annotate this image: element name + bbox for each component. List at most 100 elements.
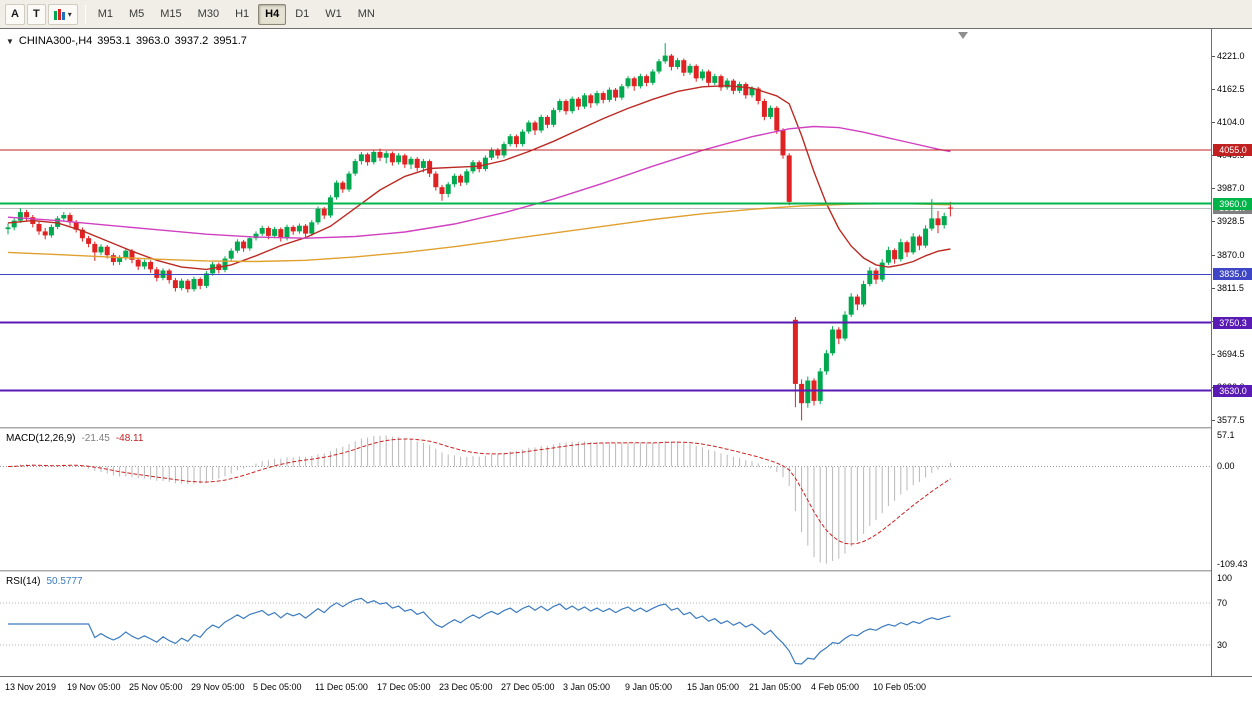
- candle-body: [396, 155, 402, 163]
- candle-body: [823, 353, 829, 372]
- time-axis-label: 25 Nov 05:00: [129, 682, 183, 692]
- candle-body: [792, 319, 798, 384]
- timeframe-m30-button[interactable]: M30: [197, 8, 220, 20]
- time-axis-label: 3 Jan 05:00: [563, 682, 611, 692]
- candle-body: [898, 242, 904, 260]
- price-tick-mark: [1212, 420, 1215, 421]
- level-price-badge: 3630.0: [1213, 385, 1252, 397]
- candle-body: [86, 238, 92, 244]
- candle-body: [923, 228, 929, 246]
- candle-body: [228, 250, 234, 259]
- chart-dropdown-icon[interactable]: ▼: [6, 36, 14, 46]
- candle-body: [241, 241, 247, 249]
- panel-resize-handle[interactable]: [0, 570, 1252, 572]
- candle-body: [749, 88, 755, 96]
- candle-body: [135, 259, 141, 267]
- candle-body: [538, 116, 544, 131]
- macd-axis-label: -109.43: [1217, 559, 1248, 569]
- candle-body: [513, 136, 519, 145]
- timeframe-m1-button[interactable]: M1: [97, 8, 113, 20]
- candle-body: [24, 212, 30, 218]
- ohlc-low: 3937.2: [174, 35, 209, 47]
- timeframe-d1-button[interactable]: D1: [295, 8, 310, 20]
- candle-body: [17, 212, 23, 221]
- candle-body: [817, 371, 823, 401]
- candle-body: [687, 65, 693, 73]
- level-price-badge: 3835.0: [1213, 268, 1252, 280]
- candle-body: [377, 152, 383, 158]
- candle-body: [768, 107, 774, 117]
- candle-body: [569, 98, 575, 112]
- candle-body: [637, 76, 643, 87]
- candle-body: [197, 279, 203, 286]
- candle-body: [458, 175, 464, 183]
- price-chart[interactable]: [0, 29, 1211, 427]
- candle-body: [681, 60, 687, 73]
- candle-body: [48, 226, 54, 236]
- rsi-label: RSI(14) 50.5777: [6, 576, 83, 587]
- timeframe-m5-button[interactable]: M5: [128, 8, 145, 20]
- candle-body: [495, 149, 501, 156]
- price-tick-label: 4162.5: [1217, 84, 1245, 94]
- candle-body: [805, 380, 811, 404]
- tool-indicators-button[interactable]: ▾: [47, 3, 78, 25]
- candle-body: [774, 107, 780, 131]
- candle-body: [842, 314, 848, 339]
- candle-body: [532, 122, 538, 131]
- candle-body: [79, 229, 85, 239]
- candle-body: [272, 229, 278, 236]
- candle-body: [191, 279, 197, 290]
- time-axis[interactable]: 13 Nov 2019 19 Nov 05:00 25 Nov 05:00 29 No…: [0, 676, 1252, 701]
- time-axis-label: 11 Dec 05:00: [315, 682, 368, 692]
- candle-body: [755, 88, 761, 101]
- candle-body: [358, 154, 364, 162]
- candle-body: [278, 229, 284, 239]
- timeframe-w1-button[interactable]: W1: [325, 8, 342, 20]
- candle-body: [352, 161, 358, 174]
- candle-body: [761, 101, 767, 117]
- candle-body: [117, 258, 123, 262]
- panel-resize-handle[interactable]: [0, 427, 1252, 429]
- candle-body: [625, 78, 631, 87]
- tool-text-button[interactable]: T: [26, 3, 46, 25]
- level-price-badge: 3960.0: [1213, 198, 1252, 210]
- macd-main-value: -21.45: [81, 433, 110, 444]
- candle-body: [854, 296, 860, 305]
- candle-body: [873, 270, 879, 280]
- candle-body: [451, 175, 457, 185]
- candle-body: [563, 101, 569, 112]
- macd-axis-label: 0.00: [1217, 461, 1235, 471]
- time-axis-label: 17 Dec 05:00: [377, 682, 431, 692]
- candle-body: [482, 157, 488, 169]
- price-axis[interactable]: 4221.04162.54104.04045.53987.03928.53870…: [1211, 29, 1252, 676]
- rsi-axis-label: 30: [1217, 640, 1228, 650]
- macd-indicator-panel[interactable]: [0, 429, 1211, 570]
- candle-body: [166, 270, 172, 281]
- timeframe-mn-button[interactable]: MN: [357, 8, 375, 20]
- candle-body: [786, 155, 792, 202]
- candle-body: [284, 226, 290, 239]
- candle-body: [941, 216, 947, 226]
- price-tick-label: 3928.5: [1217, 216, 1245, 226]
- timeframe-h4-button[interactable]: H4: [258, 3, 287, 25]
- price-tick-mark: [1212, 255, 1215, 256]
- candle-body: [464, 171, 470, 183]
- chart-shift-marker-icon[interactable]: [958, 32, 968, 39]
- candle-body: [904, 242, 910, 253]
- candle-body: [799, 383, 805, 404]
- candle-body: [98, 246, 104, 253]
- tool-cursor-button[interactable]: A: [5, 3, 25, 25]
- candle-body: [507, 136, 513, 145]
- timeframe-m15-button[interactable]: M15: [160, 8, 182, 20]
- timeframe-h1-button[interactable]: H1: [235, 8, 250, 20]
- candle-body: [885, 250, 891, 263]
- rsi-indicator-panel[interactable]: [0, 572, 1211, 676]
- candle-body: [42, 231, 48, 236]
- candle-body: [290, 226, 296, 232]
- candle-body: [334, 182, 340, 198]
- candle-body: [315, 208, 321, 223]
- price-tick-mark: [1212, 188, 1215, 189]
- toolbar: A T ▾ M1 M5 M15 M30 H1 H4 D1 W1 MN: [0, 0, 1252, 29]
- candle-body: [383, 153, 389, 158]
